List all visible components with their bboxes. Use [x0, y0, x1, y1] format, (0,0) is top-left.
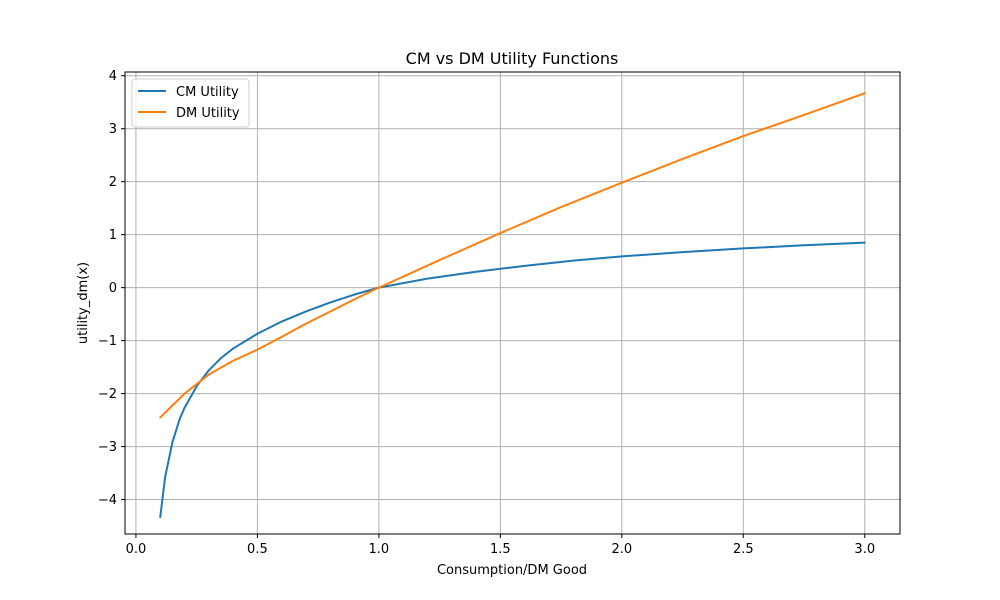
series-line-dm-utility	[159, 92, 866, 419]
chart-title: CM vs DM Utility Functions	[406, 49, 619, 68]
y-tick-label: 2	[109, 175, 117, 190]
plot-frame	[124, 71, 901, 535]
legend-label-cm-utility: CM Utility	[176, 85, 239, 100]
legend-label-dm-utility: DM Utility	[176, 106, 240, 121]
y-tick-label: −1	[98, 334, 117, 349]
legend: CM Utility DM Utility	[131, 78, 250, 128]
x-tick-label: 1.5	[490, 542, 511, 557]
series-line-cm-utility	[159, 241, 866, 519]
y-tick-label: 1	[109, 228, 117, 243]
y-tick-label: −2	[98, 387, 117, 402]
x-tick-label: 2.5	[733, 542, 754, 557]
y-tick-label: 4	[109, 69, 117, 84]
x-tick-label: 1.0	[369, 542, 390, 557]
y-tick-label: −3	[98, 440, 117, 455]
y-tick-label: 3	[109, 122, 117, 137]
grid	[125, 72, 900, 534]
y-axis-label: utility_dm(x)	[76, 262, 91, 344]
y-tick-label: −4	[98, 493, 117, 508]
series-lines	[159, 92, 866, 519]
x-tick-label: 2.0	[611, 542, 632, 557]
x-tick-label: 0.0	[126, 542, 147, 557]
x-axis-label: Consumption/DM Good	[437, 563, 587, 578]
x-tick-label: 3.0	[854, 542, 875, 557]
y-tick-label: 0	[109, 281, 117, 296]
axis-ticks: 0.0 0.5 1.0 1.5 2.0 2.5 3.0 −4 −3 −2 −1 0 1 2 3 4	[98, 69, 875, 557]
x-tick-label: 0.5	[247, 542, 268, 557]
